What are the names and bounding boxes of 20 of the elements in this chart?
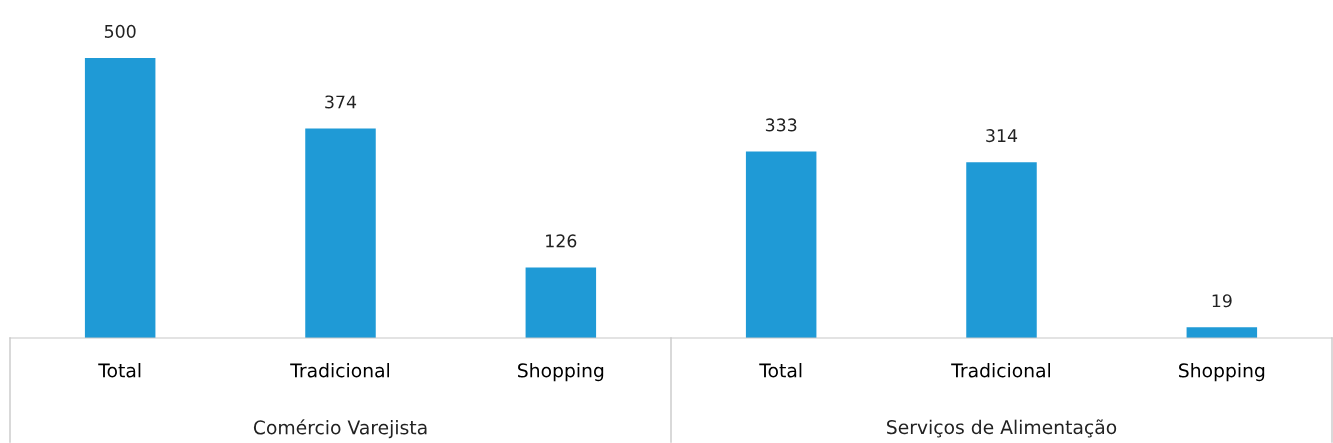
bar xyxy=(966,162,1037,338)
bar xyxy=(745,151,817,338)
bar xyxy=(1186,327,1258,338)
data-label: 314 xyxy=(986,129,1018,143)
x-tick-label: Tradicional xyxy=(951,363,1051,378)
data-label: 19 xyxy=(1212,294,1232,308)
x-tick-label: Total xyxy=(98,363,141,378)
data-label: 333 xyxy=(765,118,797,132)
bar xyxy=(525,267,597,338)
x-tick-label: Shopping xyxy=(518,363,604,382)
data-label: 374 xyxy=(325,95,357,109)
x-tick-label: Total xyxy=(759,363,802,378)
data-label: 126 xyxy=(546,234,577,248)
text: Serviços de Alimentação xyxy=(887,419,1117,438)
text: Comércio Varejista xyxy=(253,419,427,439)
x-tick-label: Tradicional xyxy=(290,363,390,378)
bar xyxy=(305,128,376,338)
data-label: 500 xyxy=(104,24,136,38)
bar xyxy=(84,58,156,338)
x-tick-label: Shopping xyxy=(1179,363,1265,382)
